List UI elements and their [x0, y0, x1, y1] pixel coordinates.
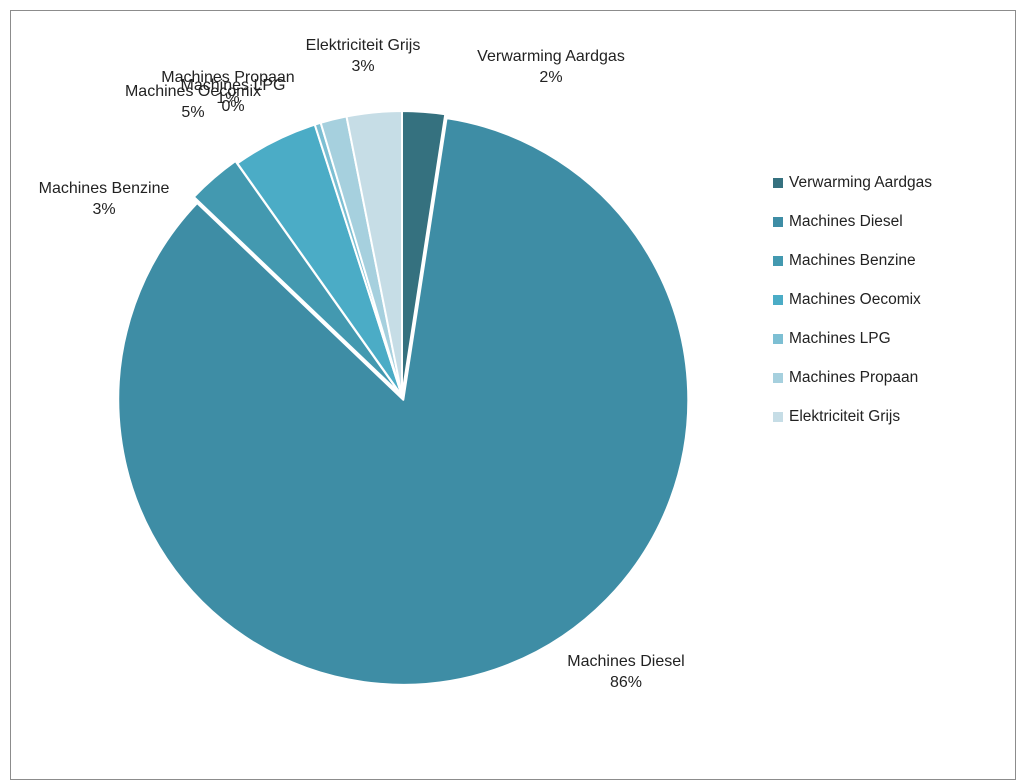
pie-slice-machines-benzine [192, 160, 402, 395]
data-label-percent: 86% [609, 674, 643, 691]
legend-label: Machines Benzine [789, 251, 916, 269]
data-label-name: Verwarming Aardgas [477, 48, 625, 65]
legend-swatch [773, 294, 783, 305]
data-label-machines-propaan: Machines Propaan 1% [161, 67, 294, 109]
legend-label: Machines Propaan [789, 368, 919, 386]
data-label-percent: 0% [221, 98, 245, 115]
data-label-machines-oecomix: Machines Oecomix 5% [125, 81, 261, 123]
legend-item-machines-benzine: Machines Benzine [773, 241, 1003, 280]
data-label-machines-benzine: Machines Benzine 3% [39, 178, 170, 220]
pie-slice-machines-diesel [117, 117, 690, 686]
legend-item-machines-propaan: Machines Propaan [773, 358, 1003, 397]
legend-item-machines-oecomix: Machines Oecomix [773, 280, 1003, 319]
legend-swatch [773, 372, 783, 383]
legend-swatch [773, 411, 783, 422]
legend-item-verwarming-aardgas: Verwarming Aardgas [773, 163, 1003, 202]
legend-label: Elektriciteit Grijs [789, 407, 901, 425]
legend-swatch [773, 333, 783, 344]
data-label-verwarming-aardgas: Verwarming Aardgas 2% [477, 46, 625, 88]
legend-item-elektriciteit-grijs: Elektriciteit Grijs [773, 397, 1003, 436]
data-label-name: Machines Benzine [38, 180, 170, 197]
legend-label: Verwarming Aardgas [789, 173, 933, 191]
pie-slice-elektriciteit-grijs [345, 110, 403, 397]
legend-item-machines-lpg: Machines LPG [773, 319, 1003, 358]
legend-swatch [773, 216, 783, 227]
legend-swatch [773, 177, 783, 188]
data-label-percent: 3% [92, 201, 116, 218]
legend-item-machines-diesel: Machines Diesel [773, 202, 1003, 241]
data-label-name: Machines Propaan [161, 69, 295, 86]
data-label-name: Machines LPG [180, 77, 286, 94]
data-label-machines-lpg: Machines LPG 0% [181, 75, 286, 117]
data-label-name: Machines Diesel [567, 653, 685, 670]
data-label-elektriciteit-grijs: Elektriciteit Grijs 3% [306, 35, 421, 77]
legend-label: Machines LPG [789, 329, 891, 347]
data-label-name: Elektriciteit Grijs [305, 37, 421, 54]
legend-label: Machines Diesel [789, 212, 903, 230]
legend-label: Machines Oecomix [789, 290, 921, 308]
data-label-percent: 5% [181, 104, 205, 121]
legend-swatch [773, 255, 783, 266]
legend: Verwarming Aardgas Machines Diesel Machine… [773, 163, 1003, 436]
data-label-percent: 1% [216, 90, 240, 107]
data-label-machines-diesel: Machines Diesel 86% [567, 651, 684, 693]
data-label-name: Machines Oecomix [124, 83, 262, 100]
data-label-percent: 3% [351, 58, 375, 75]
data-label-percent: 2% [539, 69, 563, 86]
